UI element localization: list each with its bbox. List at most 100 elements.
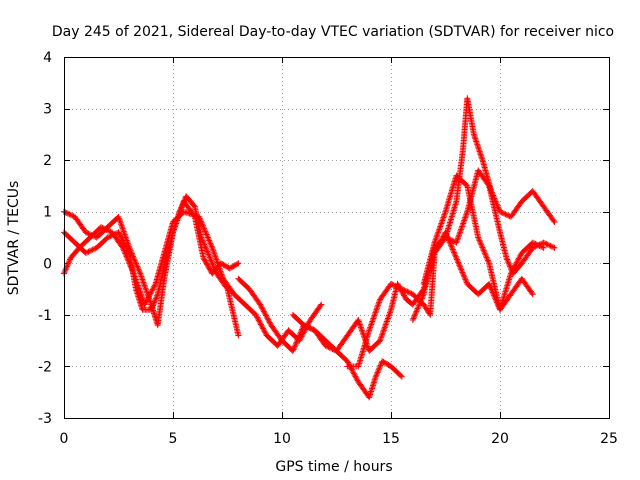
data-point-track-c <box>148 287 155 294</box>
data-point-track-c <box>201 225 208 232</box>
data-point-track-e <box>386 309 393 316</box>
x-tick-label: 0 <box>60 431 69 447</box>
data-point-track-a <box>116 216 123 223</box>
data-point-track-e <box>385 314 392 321</box>
data-point-track-b <box>104 234 111 241</box>
data-point-track-a <box>138 275 145 282</box>
data-point-track-d <box>293 339 300 346</box>
data-point-track-c <box>217 266 224 273</box>
data-point-track-c <box>132 275 139 282</box>
data-point-track-c <box>219 274 226 281</box>
data-point-track-h <box>434 232 441 239</box>
data-point-track-g <box>505 260 512 267</box>
data-point-track-a <box>115 213 122 220</box>
data-point-track-g <box>462 214 469 221</box>
data-point-track-c <box>215 263 222 270</box>
x-tick-label: 5 <box>169 431 178 447</box>
data-point-track-e <box>450 249 457 256</box>
data-point-track-a <box>134 263 141 270</box>
data-point-track-e <box>387 308 394 315</box>
data-point-track-d <box>294 337 301 344</box>
data-point-track-g <box>416 301 423 308</box>
data-point-track-h <box>512 262 519 269</box>
data-point-track-f <box>397 285 404 292</box>
data-point-track-c <box>202 228 209 235</box>
data-point-track-b <box>119 236 126 243</box>
data-point-track-b <box>148 305 155 312</box>
data-point-track-b <box>148 306 155 313</box>
data-point-track-d <box>292 340 299 347</box>
data-point-track-e <box>357 322 364 329</box>
y-axis-label: SDTVAR / TECUs <box>6 181 22 296</box>
data-point-track-c <box>252 311 259 318</box>
data-point-track-e <box>359 328 366 335</box>
data-point-track-g <box>443 235 450 242</box>
data-point-track-h <box>483 253 490 260</box>
data-point-track-f <box>370 314 377 321</box>
data-point-track-c <box>151 282 158 289</box>
data-point-track-e <box>377 336 384 343</box>
data-point-track-e <box>456 262 463 269</box>
data-point-track-e <box>383 319 390 326</box>
data-point-track-c <box>208 243 215 250</box>
data-point-track-c <box>255 315 262 322</box>
x-tick-label: 10 <box>273 431 291 447</box>
data-point-track-e <box>448 243 455 250</box>
data-point-track-c <box>135 283 142 290</box>
data-point-track-e <box>454 257 461 264</box>
data-point-track-h <box>484 255 491 262</box>
data-point-track-c <box>149 286 156 293</box>
data-point-track-g <box>461 216 468 223</box>
data-point-track-a <box>206 254 213 261</box>
data-point-track-c <box>145 294 152 301</box>
data-point-track-e <box>384 315 391 322</box>
data-point-track-b <box>121 240 128 247</box>
data-point-track-c <box>141 301 148 308</box>
data-point-track-g <box>442 234 449 241</box>
data-point-track-b <box>200 255 207 262</box>
data-point-track-d <box>264 315 271 322</box>
data-point-track-f <box>402 288 409 295</box>
data-point-track-e <box>302 322 309 329</box>
data-point-track-h <box>509 267 516 274</box>
data-point-track-e <box>455 260 462 267</box>
data-point-track-h <box>432 236 439 243</box>
data-point-track-a <box>135 266 142 273</box>
data-point-track-e <box>449 245 456 252</box>
data-point-track-g <box>415 302 422 309</box>
data-point-track-c <box>254 314 261 321</box>
data-point-track-c <box>211 250 218 257</box>
data-point-track-d <box>297 329 304 336</box>
data-point-track-h <box>482 251 489 258</box>
data-point-track-f <box>497 208 503 215</box>
data-point-track-g <box>458 226 465 233</box>
data-point-track-f <box>388 280 394 287</box>
data-point-track-a <box>66 211 73 218</box>
data-point-track-c <box>66 257 73 264</box>
data-point-track-g <box>454 235 461 242</box>
data-point-track-d <box>258 304 265 311</box>
data-point-track-g <box>456 230 463 237</box>
data-point-track-h <box>477 240 484 247</box>
data-point-track-g <box>418 295 425 302</box>
data-point-track-g <box>459 221 466 228</box>
data-point-track-h <box>515 255 522 262</box>
data-point-track-b <box>116 230 123 237</box>
data-point-track-g <box>461 217 468 224</box>
data-point-track-g <box>455 232 462 239</box>
plot-frame <box>64 57 610 419</box>
data-point-track-a <box>65 210 72 217</box>
data-point-track-c <box>217 268 224 275</box>
data-point-track-a <box>137 270 144 277</box>
data-point-track-b <box>152 296 159 303</box>
data-point-track-g <box>447 237 454 244</box>
axis-tick-labels: 0 5 10 15 20 25 -3 -2 -1 0 1 2 3 4 <box>38 50 618 447</box>
data-point-track-h <box>513 259 520 266</box>
data-point-track-c <box>98 224 105 231</box>
data-point-track-b <box>205 264 212 271</box>
data-point-track-c <box>204 234 211 241</box>
data-point-track-c <box>317 302 324 309</box>
data-point-track-c <box>214 261 221 268</box>
data-point-track-d <box>292 342 299 349</box>
data-marks <box>61 95 558 401</box>
